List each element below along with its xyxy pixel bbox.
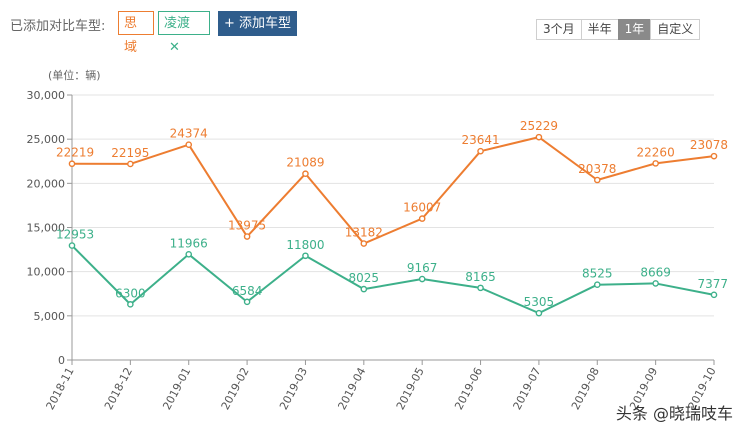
added-models-label: 已添加对比车型: — [10, 19, 106, 34]
data-point — [477, 147, 484, 155]
time-range-selector: 3个月 半年 1年 自定义 — [536, 19, 701, 40]
y-tick-label: 10,000 — [27, 266, 66, 279]
data-label: 5305 — [524, 295, 555, 309]
data-point — [535, 309, 543, 317]
model-tag-civic[interactable]: 思域 — [118, 11, 154, 55]
data-point — [710, 291, 718, 299]
data-point — [652, 160, 659, 167]
series-line-civic — [71, 136, 715, 245]
data-label: 6300 — [115, 286, 146, 300]
x-tick-label: 2019-01 — [160, 365, 193, 412]
data-label: 23641 — [461, 133, 499, 147]
y-tick-label: 15,000 — [27, 222, 66, 235]
data-point — [593, 281, 601, 288]
x-tick-label: 2019-08 — [569, 365, 602, 412]
data-label: 7377 — [697, 277, 728, 291]
data-point — [535, 133, 543, 141]
data-label: 22195 — [111, 146, 149, 160]
data-point — [360, 240, 368, 247]
y-tick-label: 5,000 — [34, 310, 66, 323]
data-point — [302, 252, 309, 260]
data-label: 11966 — [170, 236, 208, 250]
x-tick-label: 2019-05 — [394, 365, 427, 412]
model-tag-label: 凌渡 — [164, 16, 191, 31]
data-label: 13182 — [345, 226, 383, 240]
data-label: 22219 — [56, 146, 94, 160]
series-layer: 22219 22195 24374 13975 21089 13182 16007 23641… — [56, 119, 728, 317]
toolbar: 已添加对比车型: 思域 凌渡 ✕ + 添加车型 3个月 半年 1年 自定义 — [0, 0, 745, 55]
data-point — [68, 242, 76, 249]
range-half-year-button[interactable]: 半年 — [580, 19, 619, 40]
data-point — [302, 170, 309, 178]
data-point — [360, 285, 368, 293]
data-point — [418, 275, 426, 283]
y-tick-label: 30,000 — [27, 89, 66, 102]
range-1-year-button[interactable]: 1年 — [617, 19, 652, 40]
data-label: 16007 — [403, 201, 441, 215]
data-label: 24374 — [170, 127, 208, 141]
add-model-button[interactable]: + 添加车型 — [218, 11, 298, 36]
data-point — [68, 160, 76, 168]
grid — [72, 94, 714, 317]
y-tick-label: 20,000 — [27, 177, 66, 190]
data-label: 12953 — [56, 228, 94, 242]
data-point — [477, 284, 484, 292]
data-point — [418, 215, 426, 222]
data-label: 21089 — [286, 156, 324, 170]
x-tick-label: 2019-07 — [510, 365, 543, 412]
data-point — [243, 233, 251, 240]
y-axis-unit-label: (单位：辆) — [48, 68, 101, 82]
data-label: 6584 — [232, 284, 263, 298]
data-label: 25229 — [520, 119, 558, 133]
x-tick-label: 2019-06 — [452, 365, 485, 412]
range-3-months-button[interactable]: 3个月 — [536, 19, 582, 40]
close-icon[interactable]: ✕ — [169, 40, 180, 55]
data-label: 20378 — [578, 162, 616, 176]
axes: 0 5,000 10,000 15,000 20,000 25,000 30,000 2018… — [27, 89, 719, 412]
model-tag-crider[interactable]: 凌渡 ✕ — [158, 11, 210, 55]
data-label: 9167 — [407, 261, 438, 275]
model-tag-label: 思域 — [124, 16, 138, 55]
y-tick-label: 0 — [58, 354, 65, 367]
data-point — [243, 298, 251, 306]
x-tick-label: 2019-02 — [219, 365, 252, 412]
series-line-crider — [71, 244, 715, 315]
watermark: 头条 @晓瑞吱车 — [615, 404, 733, 423]
data-point — [593, 176, 601, 184]
data-point — [185, 251, 193, 258]
data-point — [652, 280, 659, 287]
data-label: 8525 — [582, 267, 613, 281]
x-tick-label: 2019-04 — [335, 365, 368, 412]
data-label: 8165 — [465, 270, 496, 284]
data-label: 11800 — [286, 238, 324, 252]
data-point — [127, 301, 134, 308]
data-point — [127, 160, 134, 168]
y-tick-label: 25,000 — [27, 133, 66, 146]
x-tick-label: 2018-11 — [44, 365, 77, 412]
x-tick-label: 2019-03 — [277, 365, 310, 412]
data-label: 13975 — [228, 219, 266, 233]
data-label: 22260 — [637, 145, 675, 159]
x-tick-label: 2018-12 — [102, 365, 135, 412]
data-label: 8669 — [640, 265, 671, 279]
range-custom-button[interactable]: 自定义 — [650, 19, 701, 40]
data-label: 23078 — [690, 138, 728, 152]
data-point — [710, 152, 718, 160]
data-point — [185, 141, 193, 148]
data-label: 8025 — [349, 271, 380, 285]
